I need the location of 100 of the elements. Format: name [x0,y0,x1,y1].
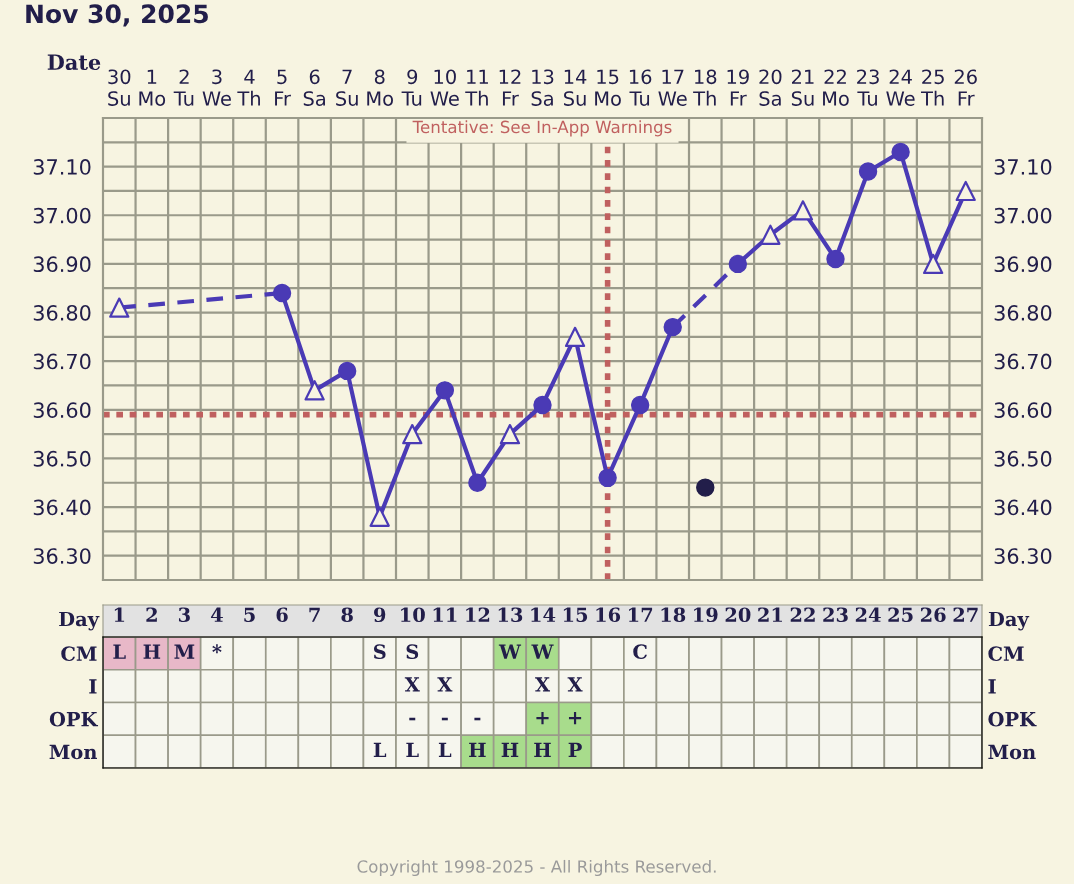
text: * [212,644,222,654]
x-tick-label: 15 [563,607,588,623]
x-tick-label: 20 [725,607,751,623]
text: + [568,712,582,725]
x-tick-label: 16 [596,607,621,623]
x-tick-label: 2 [146,607,157,622]
x-tick-label: 11 Th [465,69,488,106]
text: L [438,742,452,757]
y2-tick-label: 36.60 [994,402,1052,418]
text: W [531,644,554,659]
annotation: Tentative: See In-App Warnings [412,120,672,137]
x-tick-label: 19 [694,607,718,623]
text: Copyright 1998-2025 - All Rights Reserved. [357,859,716,877]
x-tick-label: 13 Sa [531,69,554,106]
y-tick-label: 36.70 [33,353,91,370]
text: X [567,677,583,692]
x-tick-label: 19 Fr [727,69,749,106]
x-tick-label: 1 Mo [139,69,166,106]
x-tick-label: 26 Fr [954,69,977,106]
text: H [469,742,486,757]
x-axis-title: Day [59,611,100,631]
text: L [406,742,419,757]
point [304,380,325,401]
x-axis-title: Date [47,54,101,71]
x-tick-label: 10 We [430,69,459,106]
x-tick-label: 13 [498,607,523,623]
text: H [501,742,519,757]
point [955,180,976,202]
y2-tick-label: 37.10 [994,159,1052,175]
point [826,249,845,269]
point [402,423,423,445]
point [728,254,748,274]
x-tick-label: 14 [531,607,556,622]
y-tick-label: 36.40 [33,499,91,516]
chart-title: Nov 30, 2025 [26,4,208,27]
y2-tick-label: 36.70 [994,353,1052,370]
point [923,253,944,275]
y2-tick-label: 36.40 [994,499,1052,516]
x-tick-label: 25 [888,607,913,623]
x-tick-label: 14 Su [564,69,587,106]
text: L [373,742,387,757]
y-tick-label: OPK [49,711,99,727]
x-tick-label: 8 [341,607,353,623]
x-tick-label: 30 Su [108,69,131,106]
text: + [536,712,549,725]
point [369,506,390,527]
point [533,395,552,415]
point [696,478,715,497]
point [663,317,682,337]
text: H [534,742,551,757]
text: W [498,644,522,659]
y2-tick-label: I [988,679,996,694]
x-tick-label: 4 Th [237,69,260,106]
y2-tick-label: 37.00 [994,207,1052,224]
point [499,423,521,445]
text: P [568,742,582,757]
point [858,162,878,181]
x-tick-label: 18 Th [693,69,717,106]
point [435,381,455,400]
y-tick-label: 36.90 [33,256,91,273]
x-tick-label: 6 Sa [303,69,325,106]
x-tick-label: 9 Tu [401,69,422,106]
x-tick-label: 12 Fr [499,69,521,106]
y2-tick-label: 36.90 [994,256,1052,273]
point [468,473,487,492]
x-tick-label: 5 Fr [275,69,291,106]
x-tick-label: 22 [790,607,815,622]
text: L [113,644,126,659]
text: C [633,644,647,660]
x-tick-label: 23 Tu [857,69,879,106]
y-tick-label: 36.50 [33,450,91,467]
x-tick-label: 10 [401,607,425,623]
point [564,326,586,348]
x-tick-label: 24 [855,607,881,622]
x-tick-label: 7 Su [336,69,358,106]
y-tick-label: 36.60 [33,402,91,418]
y-tick-label: 36.30 [33,548,91,564]
y-tick-label: CM [61,646,97,662]
y-tick-label: I [89,679,97,694]
x-tick-label: 11 [433,607,457,622]
point [109,297,130,318]
y2-tick-label: Mon [988,744,1036,760]
x-tick-label: 1 [114,607,125,622]
x-tick-label: 26 [920,607,946,623]
text: S [406,644,419,660]
point [792,200,814,221]
point [760,224,781,245]
text: X [535,677,551,692]
y2-tick-label: 36.50 [994,450,1052,467]
y2-tick-label: OPK [988,711,1037,727]
x-tick-label: 17 We [658,69,687,106]
x-tick-label: 27 [953,607,978,622]
x-tick-label: 5 [244,607,255,623]
text: - [409,717,416,721]
x-tick-label: 3 We [202,69,231,106]
text: H [143,644,161,659]
y2-tick-label: 36.30 [994,548,1052,564]
x-tick-label: 9 [374,607,386,623]
text: - [441,717,448,721]
point [272,283,292,303]
